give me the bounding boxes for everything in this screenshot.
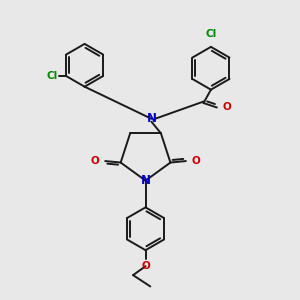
Text: O: O [141, 261, 150, 271]
Text: O: O [192, 156, 201, 166]
Text: Cl: Cl [205, 28, 217, 38]
Text: N: N [140, 174, 151, 187]
Text: O: O [91, 156, 99, 166]
Text: N: N [146, 112, 157, 125]
Text: Cl: Cl [46, 71, 58, 81]
Text: O: O [223, 103, 232, 112]
